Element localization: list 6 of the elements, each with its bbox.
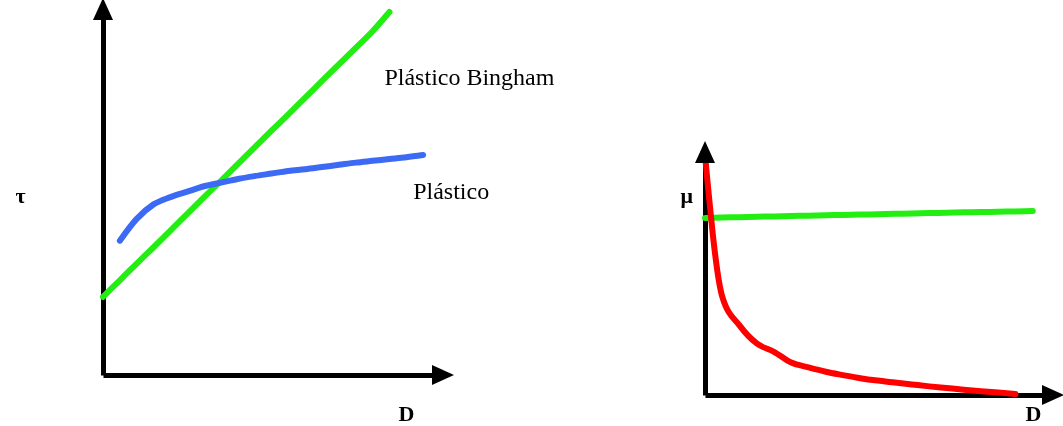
y-axis-title: μ	[680, 182, 694, 208]
x-axis-title: D	[1025, 400, 1042, 426]
series-label: Plástico	[413, 178, 490, 205]
series-label: Plástico Bingham	[384, 64, 555, 90]
x-axis-title: D	[398, 400, 415, 426]
y-axis-title: τ	[15, 182, 26, 208]
